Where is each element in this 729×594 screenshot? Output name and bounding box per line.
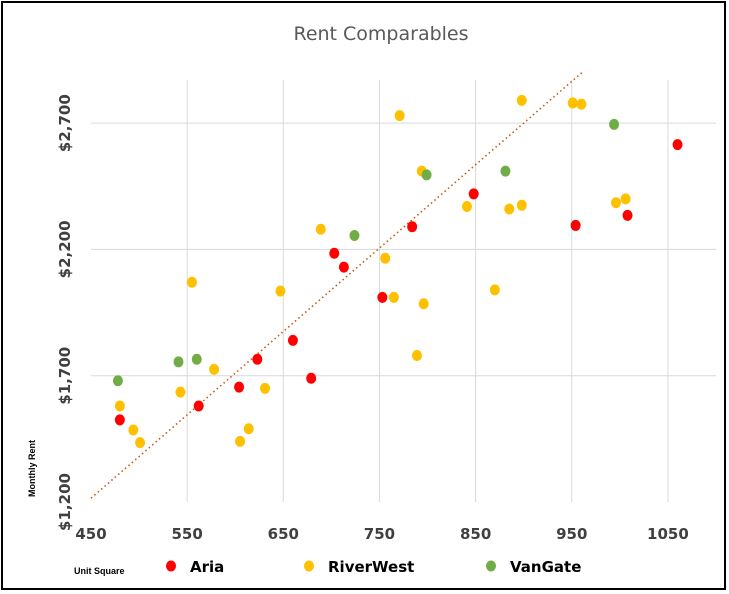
aria-point — [329, 247, 340, 259]
riverwest-point — [611, 197, 621, 209]
riverwest-point — [235, 435, 246, 447]
riverwest-point — [380, 252, 391, 264]
y-tick-label: $1,700 — [56, 347, 74, 405]
trendline — [90, 70, 584, 499]
legend-marker-aria — [166, 560, 176, 572]
aria-point — [570, 219, 581, 231]
y-tick-label: $2,200 — [56, 220, 74, 278]
data-points — [112, 94, 683, 449]
y-axis-ticks: $1,200 $1,700 $2,200 $2,700 — [56, 94, 74, 531]
riverwest-point — [209, 363, 220, 375]
legend-marker-vangate — [486, 560, 496, 572]
y-tick-label: $1,200 — [56, 473, 74, 531]
aria-point — [377, 291, 388, 303]
vangate-point — [421, 169, 432, 181]
legend-label-vangate: VanGate — [510, 558, 581, 576]
grid-lines — [91, 80, 716, 502]
vangate-point — [500, 165, 511, 177]
x-tick-label: 650 — [268, 525, 299, 543]
riverwest-point — [516, 94, 527, 106]
riverwest-point — [576, 98, 587, 110]
x-tick-label: 550 — [171, 525, 202, 543]
vangate-point — [609, 118, 620, 130]
chart-title: Rent Comparables — [293, 23, 468, 45]
x-tick-label: 950 — [556, 525, 587, 543]
aria-point — [407, 221, 418, 233]
riverwest-point — [620, 193, 631, 205]
riverwest-point — [315, 223, 326, 235]
legend-label-aria: Aria — [190, 558, 224, 576]
riverwest-point — [567, 97, 578, 109]
aria-point — [193, 400, 204, 412]
aria-point — [252, 353, 263, 365]
aria-point — [234, 381, 245, 393]
y-axis-label: Monthly Rent — [27, 440, 37, 497]
legend-label-riverwest: RiverWest — [328, 558, 414, 576]
riverwest-point — [128, 424, 139, 436]
riverwest-point — [243, 423, 254, 435]
legend: Aria RiverWest VanGate — [166, 558, 581, 576]
aria-point — [622, 209, 633, 221]
riverwest-point — [516, 199, 527, 211]
riverwest-point — [114, 400, 125, 412]
riverwest-point — [489, 284, 500, 296]
aria-point — [114, 414, 125, 426]
vangate-point — [349, 230, 360, 242]
aria-point — [287, 334, 298, 346]
x-tick-label: 1050 — [647, 525, 689, 543]
aria-point — [306, 372, 317, 384]
vangate-point — [173, 356, 184, 368]
riverwest-point — [418, 298, 429, 310]
riverwest-point — [411, 350, 422, 362]
aria-point — [672, 139, 683, 151]
riverwest-point — [186, 276, 197, 288]
vangate-point — [191, 353, 202, 365]
riverwest-point — [504, 203, 515, 215]
x-tick-label: 450 — [75, 525, 106, 543]
x-tick-label: 750 — [364, 525, 395, 543]
riverwest-point — [461, 200, 472, 212]
x-axis-label: Unit Square — [74, 566, 125, 576]
vangate-point — [112, 375, 123, 387]
y-tick-label: $2,700 — [56, 94, 74, 152]
riverwest-point — [394, 110, 405, 122]
x-tick-label: 850 — [460, 525, 491, 543]
riverwest-point — [135, 437, 146, 449]
riverwest-point — [275, 285, 286, 297]
riverwest-point — [175, 386, 186, 398]
riverwest-point — [260, 382, 271, 394]
aria-point — [338, 261, 349, 273]
riverwest-point — [388, 291, 399, 303]
x-axis-ticks: 450 550 650 750 850 950 1050 — [75, 525, 688, 543]
aria-point — [468, 188, 479, 200]
legend-marker-riverwest — [304, 560, 314, 572]
